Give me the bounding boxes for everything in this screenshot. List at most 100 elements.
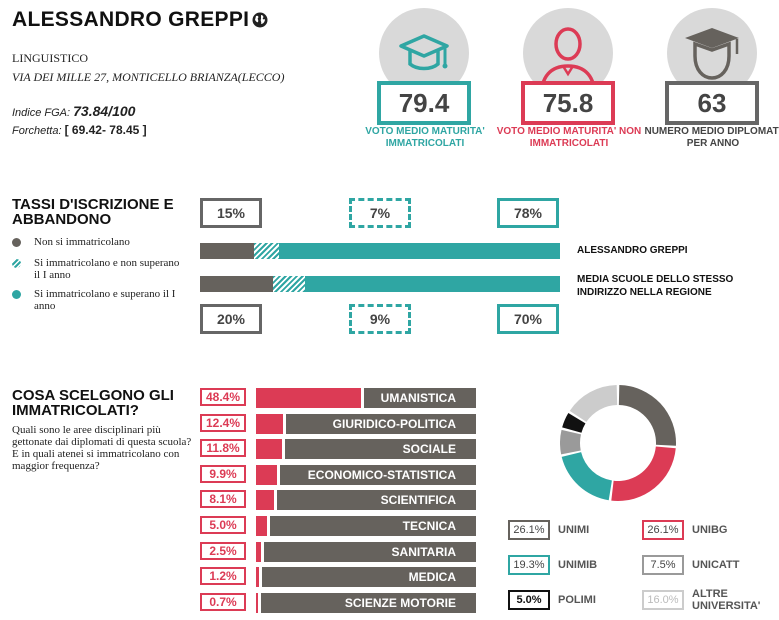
globe-icon[interactable] (252, 12, 268, 28)
discipline-bar-gap (266, 516, 270, 536)
bar-seg-not-enrolled (200, 243, 254, 259)
discipline-bar-gap (258, 567, 262, 588)
bar-seg-enrolled-not-passed (272, 276, 306, 292)
fork-range: Forchetta: [ 69.42- 78.45 ] (12, 123, 147, 137)
discipline-bar-gap (281, 439, 285, 460)
discipline-bar-gap (361, 388, 364, 408)
discipline-bar-fill (256, 439, 282, 460)
school-address: VIA DEI MILLE 27, MONTICELLO BRIANZA(LEC… (12, 70, 285, 84)
stat-value: 75.8 (521, 81, 615, 125)
discipline-pct: 8.1% (200, 490, 246, 509)
discipline-pct: 2.5% (200, 541, 246, 560)
region-pct-enrolled-not-passed: 9% (349, 304, 411, 334)
fork-label: Forchetta: (12, 125, 62, 137)
discipline-row: 1.2% MEDICA (200, 567, 476, 588)
discipline-name: ECONOMICO-STATISTICA (307, 467, 456, 482)
region-bar-label: MEDIA SCUOLE DELLO STESSO INDIRIZZO NELL… (577, 274, 734, 298)
legend-label: Si immatricolano e superano il I anno (34, 288, 176, 312)
university-pct: 26.1% (508, 520, 550, 540)
discipline-pct: 5.0% (200, 516, 246, 534)
bar-seg-enrolled-not-passed (254, 243, 280, 259)
university-pct: 7.5% (642, 555, 684, 575)
discipline-row: 11.8% SOCIALE (200, 439, 476, 460)
discipline-bar: SCIENZE MOTORIE (256, 592, 476, 613)
discipline-bar-gap (282, 413, 286, 434)
discipline-bar: SANITARIA (256, 541, 476, 562)
discipline-bar-fill (256, 464, 278, 485)
discipline-row: 5.0% TECNICA (200, 516, 476, 536)
university-name: UNIMI (558, 524, 590, 536)
discipline-bar-fill (256, 567, 259, 588)
discipline-bar: SOCIALE (256, 439, 476, 460)
enrollment-title: TASSI D'ISCRIZIONE E ABBANDONO (12, 196, 174, 228)
discipline-name: UMANISTICA (380, 391, 456, 405)
region-pct-enrolled-passed: 70% (497, 304, 559, 334)
stat-label: VOTO MEDIO MATURITA' NON IMMATRICOLATI (496, 126, 642, 149)
stat-card-not-enrolled-grade: 75.8 VOTO MEDIO MATURITA' NON IMMATRICOL… (497, 8, 641, 153)
university-donut-chart (560, 385, 676, 501)
discipline-bar-fill (256, 592, 258, 613)
university-pct: 16.0% (642, 590, 684, 610)
school-pct-enrolled-passed: 78% (497, 198, 559, 228)
discipline-bar: GIURIDICO-POLITICA (256, 413, 476, 434)
discipline-pct: 12.4% (200, 413, 246, 432)
discipline-row: 0.7% SCIENZE MOTORIE (200, 592, 476, 613)
school-pct-not-enrolled: 15% (200, 198, 262, 228)
stat-card-graduates-per-year: 63 NUMERO MEDIO DIPLOMATI PER ANNO (644, 8, 779, 153)
university-pct: 5.0% (508, 590, 550, 610)
university-pct: 19.3% (508, 555, 550, 575)
legend-swatch (12, 290, 21, 299)
donut-slice-unimib (561, 452, 612, 501)
discipline-bar-fill (256, 413, 283, 434)
donut-slice-altre-universita (569, 385, 618, 422)
region-stacked-bar (200, 276, 560, 292)
fga-index: Indice FGA: 73.84/100 (12, 103, 135, 119)
discipline-bar-fill (256, 541, 262, 562)
discipline-bar-gap (277, 464, 281, 485)
choices-title: COSA SCELGONO GLI IMMATRICOLATI? (12, 387, 174, 419)
region-pct-not-enrolled: 20% (200, 304, 262, 334)
university-name: POLIMI (558, 594, 596, 606)
choices-question: Quali sono le aree disciplinari più gett… (12, 424, 192, 472)
legend-swatch (12, 238, 21, 247)
discipline-bar-fill (256, 516, 267, 536)
discipline-bar-gap (257, 592, 261, 613)
discipline-bar: ECONOMICO-STATISTICA (256, 464, 476, 485)
discipline-pct: 48.4% (200, 388, 246, 406)
discipline-row: 48.4% UMANISTICA (200, 388, 476, 408)
discipline-name: GIURIDICO-POLITICA (332, 416, 456, 431)
school-pct-enrolled-not-passed: 7% (349, 198, 411, 228)
stat-value: 79.4 (377, 81, 471, 125)
university-name: UNICATT (692, 559, 740, 571)
school-name: ALESSANDRO GREPPI (12, 8, 250, 31)
bar-seg-enrolled-passed (305, 276, 560, 292)
discipline-name: SOCIALE (402, 442, 456, 457)
discipline-bar: MEDICA (256, 567, 476, 588)
discipline-name: TECNICA (402, 519, 456, 533)
bar-seg-not-enrolled (200, 276, 273, 292)
donut-slice-unicatt (560, 429, 581, 455)
discipline-bar-fill (256, 388, 361, 408)
discipline-pct: 0.7% (200, 592, 246, 611)
donut-slice-unimi (618, 385, 676, 446)
discipline-name: SANITARIA (391, 544, 456, 559)
discipline-row: 9.9% ECONOMICO-STATISTICA (200, 464, 476, 485)
discipline-bar-gap (261, 541, 265, 562)
school-bar-label: ALESSANDRO GREPPI (577, 245, 688, 256)
discipline-bar: SCIENTIFICA (256, 490, 476, 511)
stat-label: NUMERO MEDIO DIPLOMATI PER ANNO (644, 126, 779, 149)
discipline-bar-gap (273, 490, 277, 511)
donut-slice-polimi (562, 413, 586, 433)
stat-value: 63 (665, 81, 759, 125)
university-name: UNIMIB (558, 559, 598, 571)
school-stacked-bar (200, 243, 560, 259)
discipline-bar: TECNICA (256, 516, 476, 536)
discipline-row: 12.4% GIURIDICO-POLITICA (200, 413, 476, 434)
university-name: ALTRE UNIVERSITA' (692, 588, 761, 612)
discipline-pct: 11.8% (200, 439, 246, 458)
fga-label: Indice FGA: (12, 107, 71, 119)
legend-swatch (12, 259, 21, 268)
discipline-pct: 1.2% (200, 567, 246, 586)
bar-seg-enrolled-passed (279, 243, 560, 259)
stat-card-enrolled-grade: 79.4 VOTO MEDIO MATURITA' IMMATRICOLATI (360, 8, 490, 153)
